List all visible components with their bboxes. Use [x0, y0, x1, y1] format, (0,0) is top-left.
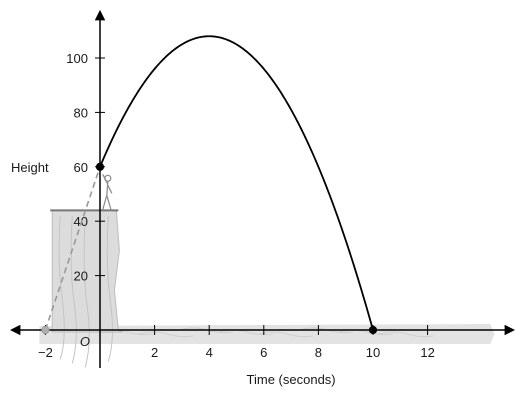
- y-tick-label: 60: [74, 160, 88, 175]
- thrower-arm: [102, 174, 109, 185]
- labels: Height Time (seconds) O: [11, 160, 336, 387]
- x-tick-label: 8: [315, 345, 322, 360]
- data-point: [368, 325, 378, 335]
- thrower-leg: [102, 195, 108, 210]
- x-tick-label: 10: [366, 345, 380, 360]
- cliff-texture: [70, 216, 77, 364]
- cliff-texture: [106, 216, 113, 362]
- cliff-texture: [58, 216, 65, 360]
- trajectory-curve: [99, 35, 374, 331]
- thrower-figure: [102, 174, 113, 210]
- data-point: [95, 162, 105, 171]
- y-tick-label: 20: [74, 269, 88, 284]
- y-tick-label: 100: [66, 51, 88, 66]
- x-tick-label: 6: [260, 345, 267, 360]
- thrower-arm: [107, 185, 113, 194]
- y-tick-label: 40: [74, 214, 88, 229]
- curve-layer: [41, 35, 378, 335]
- cliff-scene: [39, 174, 495, 368]
- y-axis-title: Height: [11, 160, 49, 175]
- x-axis-title: Time (seconds): [247, 372, 336, 387]
- x-tick-label: 4: [206, 345, 213, 360]
- x-tick-label: −2: [38, 345, 53, 360]
- dashed-extension: [44, 166, 101, 331]
- cliff-texture: [83, 216, 90, 368]
- y-tick-label: 80: [74, 105, 88, 120]
- x-tick-label: 2: [151, 345, 158, 360]
- data-point: [41, 325, 50, 335]
- origin-label: O: [80, 334, 90, 349]
- x-tick-label: 12: [420, 345, 434, 360]
- axes: −2 2 4 6 8 10 12 20 40 60 80 100: [9, 9, 516, 368]
- thrower-leg: [106, 195, 112, 210]
